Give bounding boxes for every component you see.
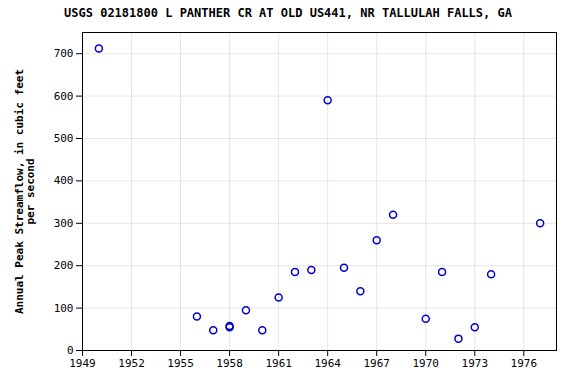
svg-text:1964: 1964 bbox=[314, 357, 341, 370]
svg-text:1958: 1958 bbox=[216, 357, 243, 370]
svg-text:400: 400 bbox=[54, 174, 74, 187]
svg-text:100: 100 bbox=[54, 302, 74, 315]
svg-text:500: 500 bbox=[54, 132, 74, 145]
svg-text:1952: 1952 bbox=[118, 357, 145, 370]
svg-text:1955: 1955 bbox=[167, 357, 194, 370]
svg-text:1970: 1970 bbox=[412, 357, 439, 370]
svg-text:1961: 1961 bbox=[265, 357, 292, 370]
svg-text:1949: 1949 bbox=[69, 357, 96, 370]
svg-text:200: 200 bbox=[54, 259, 74, 272]
svg-text:1967: 1967 bbox=[363, 357, 390, 370]
svg-text:1976: 1976 bbox=[511, 357, 538, 370]
svg-text:300: 300 bbox=[54, 217, 74, 230]
svg-text:Annual Peak Streamflow, in cub: Annual Peak Streamflow, in cubic feetper… bbox=[13, 69, 37, 314]
svg-text:600: 600 bbox=[54, 90, 74, 103]
html-text:USGS 02181800 L PANTHER CR AT: USGS 02181800 L PANTHER CR AT OLD US441,… bbox=[64, 6, 512, 20]
svg-text:0: 0 bbox=[67, 344, 74, 357]
svg-text:700: 700 bbox=[54, 47, 74, 60]
svg-text:1973: 1973 bbox=[462, 357, 489, 370]
